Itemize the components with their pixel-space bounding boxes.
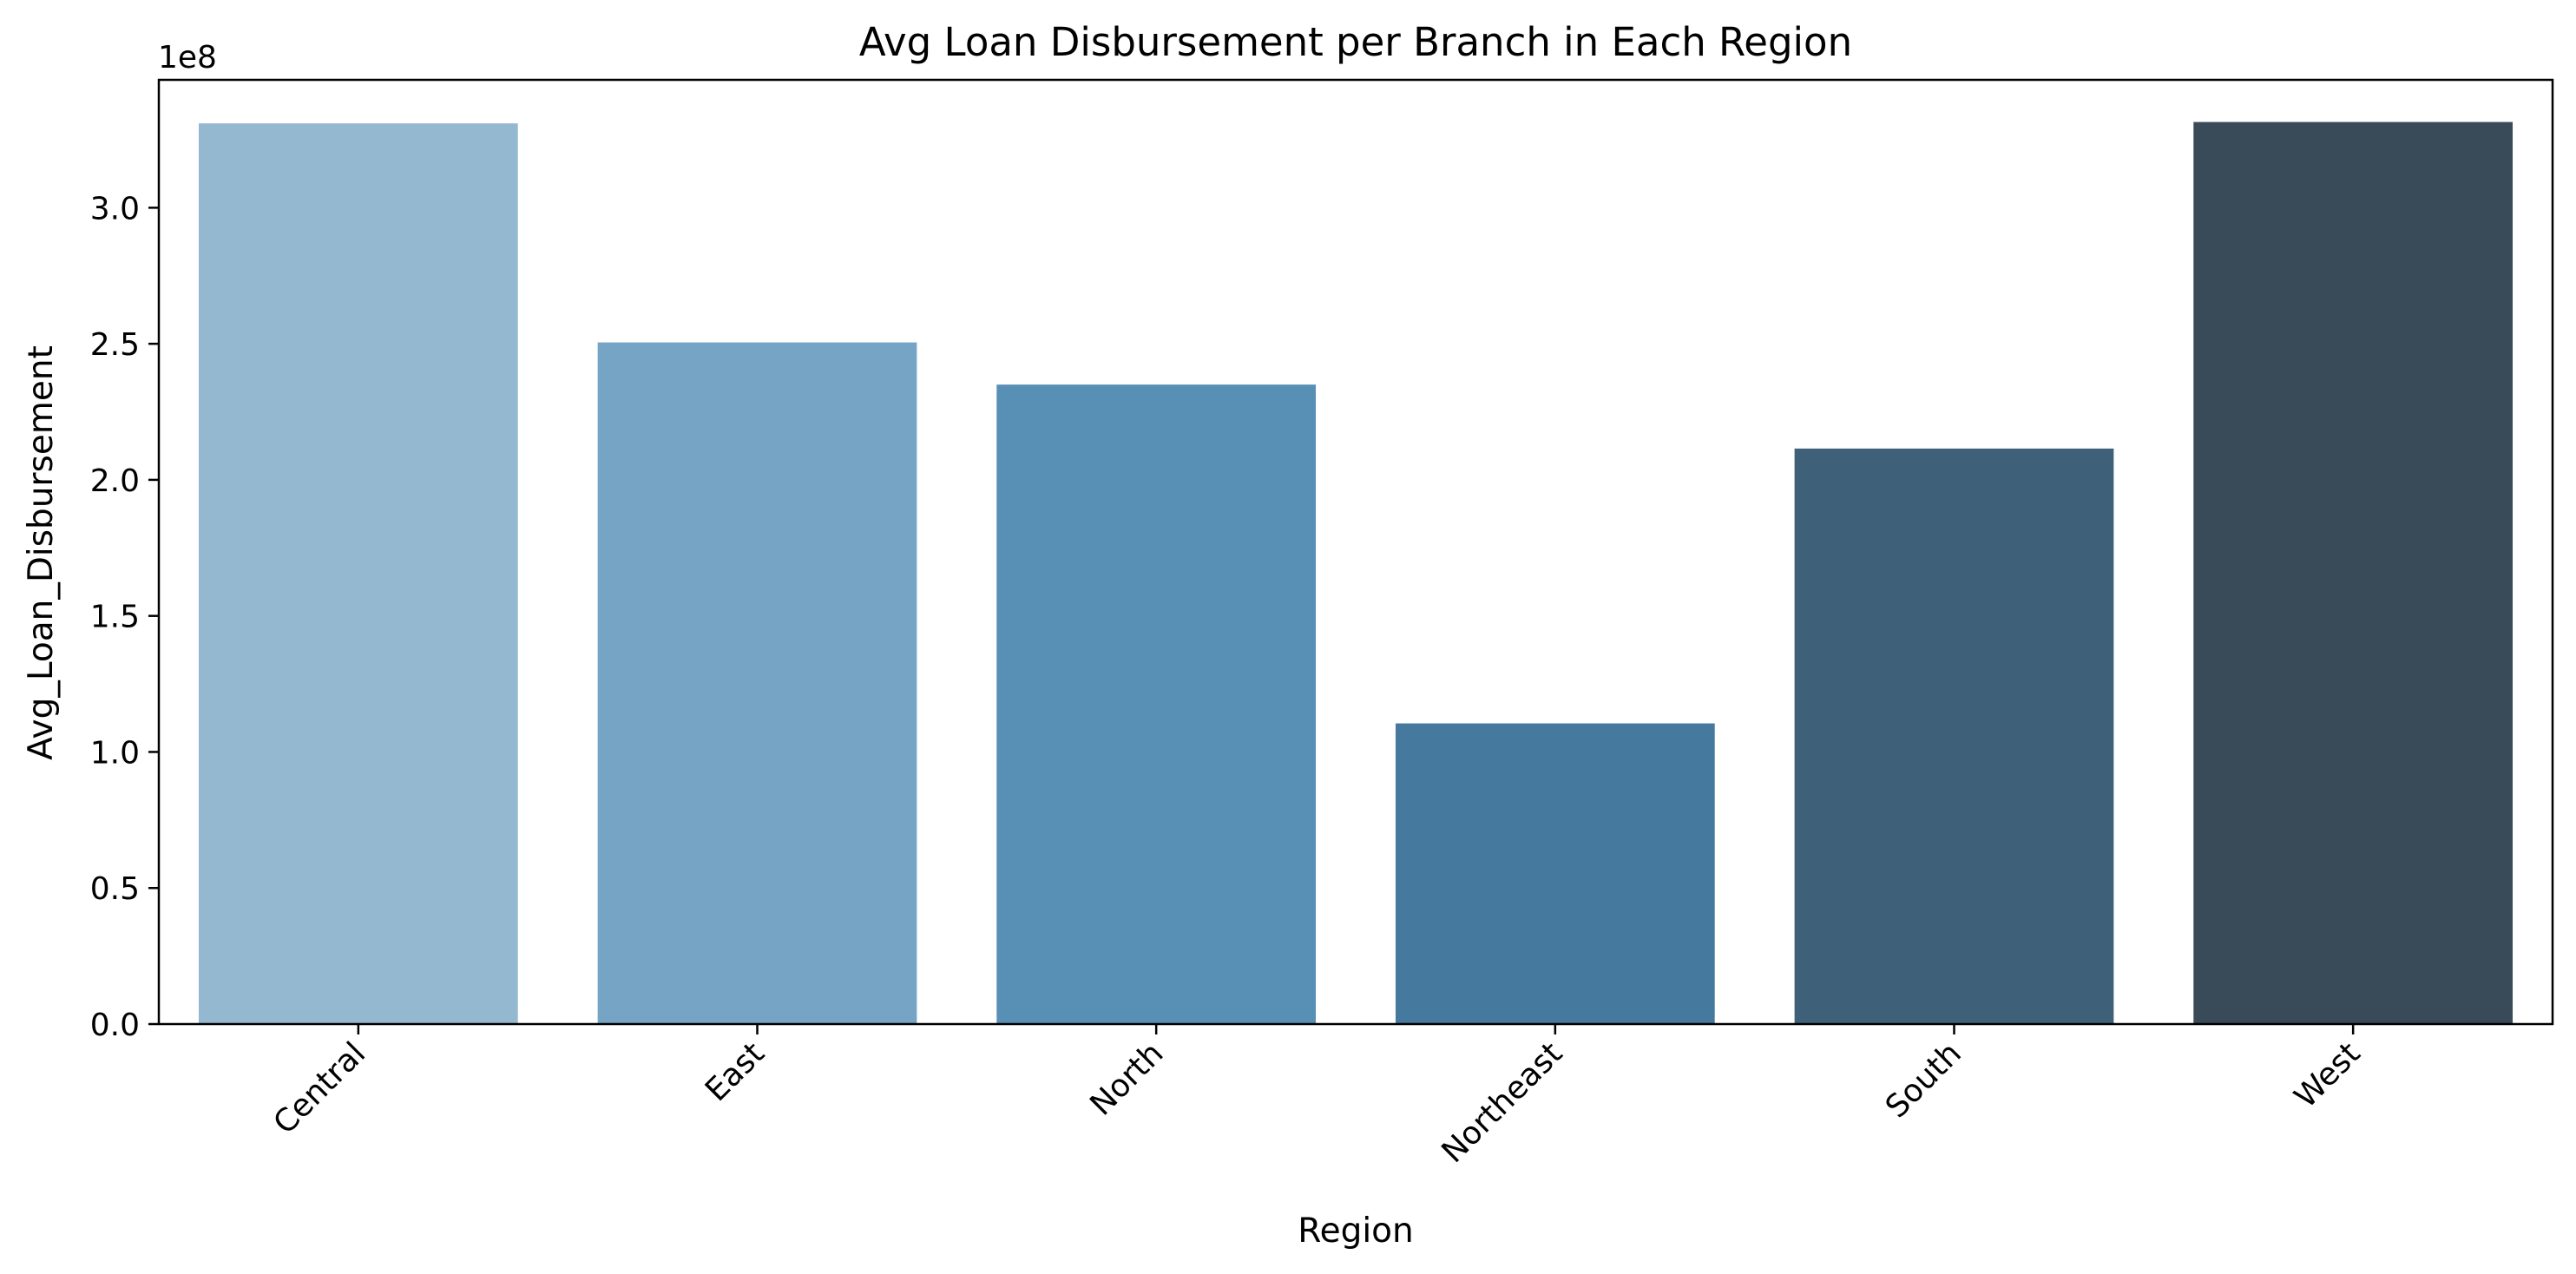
x-tick-label-east: East [699, 1035, 772, 1108]
y-tick-label: 2.0 [90, 463, 140, 499]
bar-north [996, 384, 1317, 1024]
y-axis-ticks: 0.0 0.5 1.0 1.5 2.0 2.5 3.0 [90, 191, 159, 1043]
chart-title: Avg Loan Disbursement per Branch in Each… [859, 19, 1852, 65]
x-axis-label: Region [1298, 1212, 1414, 1251]
x-tick-label-west: West [2288, 1035, 2368, 1115]
bar-west [2193, 121, 2514, 1025]
bar-central [198, 123, 518, 1025]
y-axis-label: Avg_Loan_Disbursement [22, 345, 61, 760]
y-axis-offset-label: 1e8 [158, 40, 217, 76]
y-tick-label: 0.0 [90, 1008, 140, 1043]
bars-group [198, 121, 2514, 1025]
y-tick-label: 0.5 [90, 871, 140, 907]
plot-frame [157, 78, 2554, 1026]
x-tick-label-central: Central [267, 1035, 373, 1141]
x-tick-label-south: South [1879, 1035, 1968, 1125]
y-tick-label: 1.5 [90, 600, 140, 635]
y-tick-label: 3.0 [90, 191, 140, 227]
y-tick-label: 1.0 [90, 735, 140, 771]
bar-northeast [1395, 723, 1715, 1024]
bar-east [597, 342, 917, 1024]
x-tick-label-northeast: Northeast [1435, 1035, 1569, 1170]
bar-south [1794, 448, 2114, 1024]
x-tick-label-north: North [1083, 1035, 1170, 1122]
y-tick-label: 2.5 [90, 327, 140, 363]
x-axis-ticks: Central East North Northeast South West [267, 1024, 2368, 1170]
